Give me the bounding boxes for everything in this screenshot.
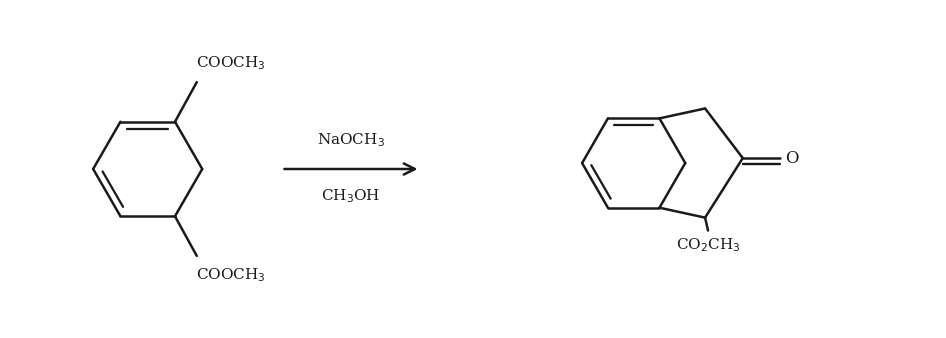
Text: CO$_2$CH$_3$: CO$_2$CH$_3$ (675, 237, 741, 254)
Text: NaOCH$_3$: NaOCH$_3$ (317, 131, 385, 149)
Text: CH$_3$OH: CH$_3$OH (322, 187, 380, 204)
Text: COOCH$_3$: COOCH$_3$ (196, 54, 266, 72)
Text: O: O (785, 150, 799, 167)
Text: COOCH$_3$: COOCH$_3$ (196, 266, 266, 284)
